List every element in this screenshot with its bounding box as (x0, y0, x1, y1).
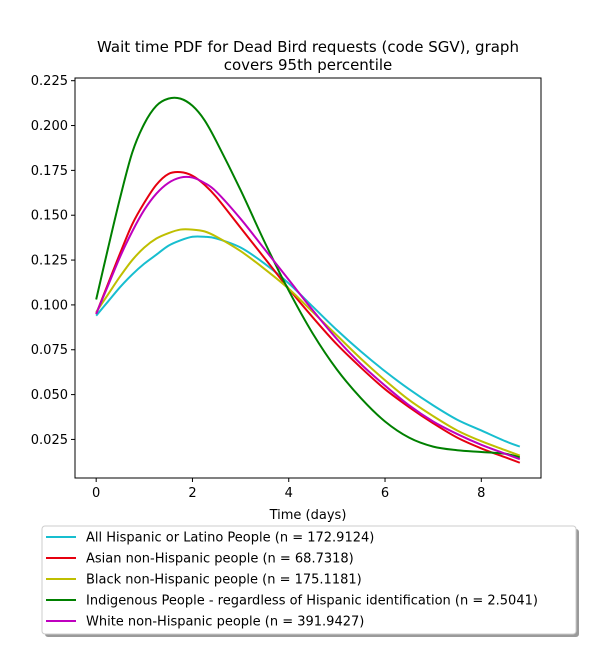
y-axis: 0.025 0.050 0.075 0.100 0.125 0.150 0.175 0.200… (31, 74, 75, 448)
series-line (95, 228, 521, 457)
series-line (95, 96, 521, 459)
chart-title-line: covers 95th percentile (224, 56, 393, 74)
chart-title-line: Wait time PDF for Dead Bird requests (co… (97, 38, 519, 56)
series-lines (95, 96, 521, 464)
y-tick-label: 0.075 (31, 343, 68, 358)
x-axis-label: Time (days) (269, 508, 347, 523)
plot-area (74, 77, 542, 479)
series-line (95, 171, 521, 464)
x-tick-label: 0 (92, 486, 100, 501)
chart-title: Wait time PDF for Dead Bird requests (co… (97, 38, 519, 74)
legend-label: Indigenous People - regardless of Hispan… (86, 594, 538, 609)
x-tick-label: 8 (477, 486, 485, 501)
y-tick-label: 0.125 (31, 254, 68, 269)
series-line (95, 235, 521, 448)
x-tick-label: 6 (381, 486, 389, 501)
y-tick-label: 0.025 (31, 433, 68, 448)
y-tick-label: 0.200 (31, 119, 68, 134)
legend-label: White non-Hispanic people (n = 391.9427) (86, 615, 364, 630)
x-tick-label: 2 (188, 486, 196, 501)
y-tick-label: 0.225 (31, 74, 68, 89)
legend-label: All Hispanic or Latino People (n = 172.9… (86, 531, 374, 546)
y-tick-label: 0.050 (31, 388, 68, 403)
legend-label: Asian non-Hispanic people (n = 68.7318) (86, 552, 354, 567)
legend: All Hispanic or Latino People (n = 172.9… (41, 525, 579, 637)
y-tick-label: 0.150 (31, 209, 68, 224)
x-axis: 0 2 4 6 8 (92, 478, 485, 501)
legend-label: Black non-Hispanic people (n = 175.1181) (86, 573, 362, 588)
y-tick-label: 0.100 (31, 298, 68, 313)
x-tick-label: 4 (285, 486, 293, 501)
series-line (95, 175, 521, 461)
legend-box (41, 525, 577, 635)
y-tick-label: 0.175 (31, 164, 68, 179)
